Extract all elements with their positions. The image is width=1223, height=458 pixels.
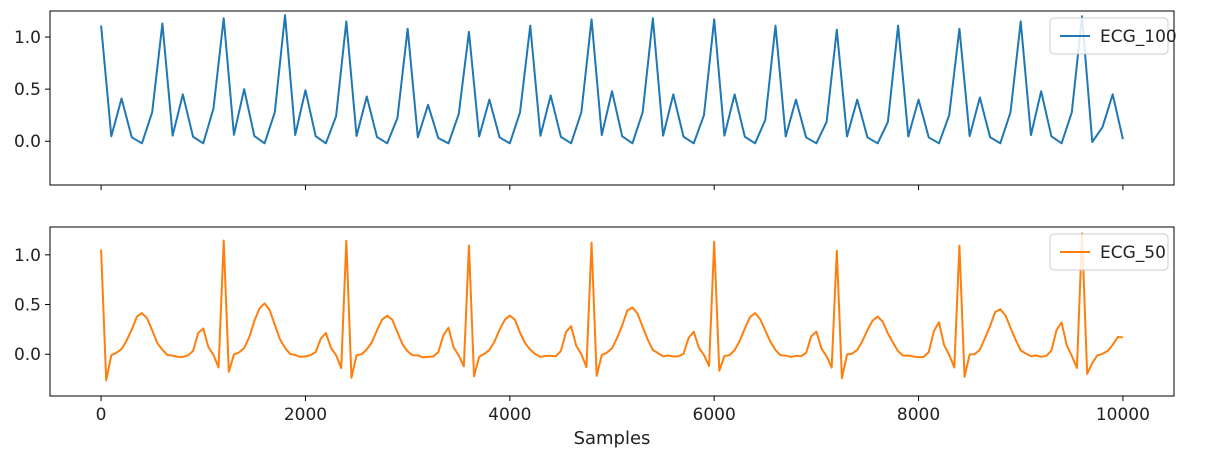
x-axis-label: Samples [574,428,651,449]
chart-panel-1: 0.0 0.5 1.0 ECG_100 [14,10,1177,190]
chart-panel-2: 0 2000 4000 6000 8000 10000 0.0 0.5 1.0 Samples EC… [14,226,1175,449]
y-tick-label: 0.5 [14,80,41,100]
y-tick-label: 0.5 [14,296,41,316]
x-tick-label: 8000 [897,405,940,425]
x-tick-label: 4000 [488,405,531,425]
legend: ECG_50 [1049,233,1169,271]
x-tick-label: 6000 [693,405,736,425]
y-tick-label: 1.0 [14,28,41,48]
x-tick-label: 0 [96,405,107,425]
axes-frame [49,226,1175,397]
x-tick-label: 10000 [1096,405,1150,425]
legend-box [1049,17,1169,55]
legend-entry: ECG_100 [1100,27,1177,47]
y-tick-label: 0.0 [14,345,41,365]
series-line-ecg-100 [100,14,1124,145]
y-tick-label: 1.0 [14,246,41,266]
legend-box [1049,233,1169,271]
y-tick-label: 0.0 [14,132,41,152]
legend-entry: ECG_50 [1100,243,1166,263]
legend: ECG_100 [1049,17,1177,55]
axes-frame [49,10,1175,186]
series-line-ecg-50 [100,232,1123,382]
x-tick-label: 2000 [284,405,327,425]
